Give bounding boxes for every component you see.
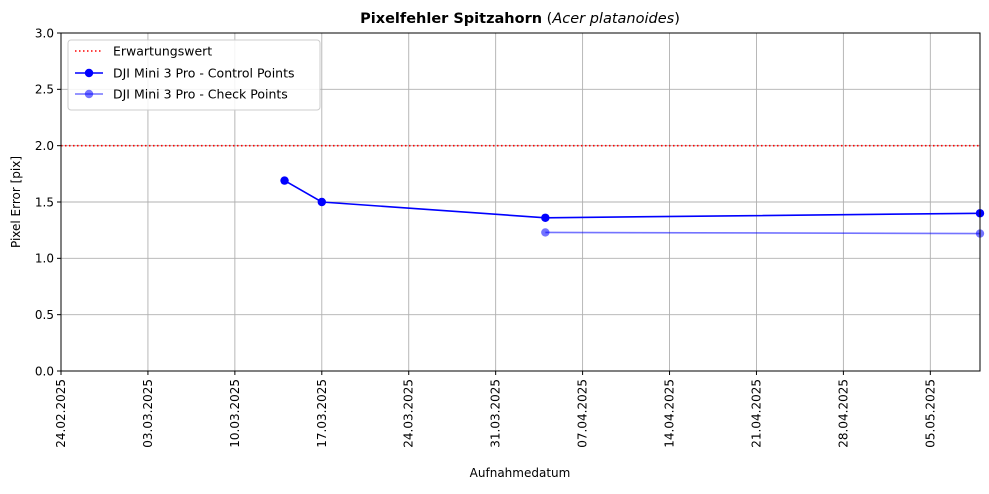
y-tick-label: 1.0 [35,252,54,266]
x-axis-ticks: 24.02.2025 03.03.2025 10.03.2025 17.03.2025… [54,371,937,448]
chart-title-species: Acer platanoides [551,11,674,27]
series-1 [541,228,985,238]
x-tick-label: 07.04.2025 [576,379,590,448]
y-tick-label: 2.0 [35,139,54,153]
series-group [280,176,985,238]
legend: Erwartungswert DJI Mini 3 Pro - Control … [67,39,321,111]
y-tick-label: 1.5 [35,195,54,209]
series-line [545,231,981,235]
legend-label-check: DJI Mini 3 Pro - Check Points [113,87,288,102]
chart-title-paren-open: ( [542,11,552,27]
legend-marker-control [84,68,94,78]
chart-title-main: Pixelfehler Spitzahorn [360,11,542,27]
legend-label-control: DJI Mini 3 Pro - Control Points [113,66,295,81]
legend-label-erwartungswert: Erwartungswert [113,44,212,59]
series-line [284,179,981,219]
legend-marker-check [84,89,94,99]
y-axis-label: Pixel Error [pix] [9,156,23,248]
x-tick-label: 14.04.2025 [663,379,677,448]
x-tick-label: 21.04.2025 [749,379,763,448]
x-tick-label: 24.03.2025 [402,379,416,448]
data-point [280,176,289,185]
y-tick-label: 3.0 [35,26,54,40]
x-tick-label: 17.03.2025 [315,379,329,448]
x-tick-label: 28.04.2025 [836,379,850,448]
y-axis-ticks: 0.0 0.5 1.0 1.5 2.0 2.5 3.0 [35,26,61,378]
legend-box [67,39,321,111]
y-tick-label: 2.5 [35,83,54,97]
data-point [541,213,550,222]
x-tick-label: 24.02.2025 [54,379,68,448]
chart-title: Pixelfehler Spitzahorn (Acer platanoides… [360,11,680,27]
y-tick-label: 0.5 [35,308,54,322]
x-tick-label: 05.05.2025 [923,379,937,448]
series-0 [280,176,985,222]
x-axis-label: Aufnahmedatum [470,466,571,480]
x-tick-label: 31.03.2025 [489,379,503,448]
x-tick-label: 10.03.2025 [228,379,242,448]
x-tick-label: 03.03.2025 [141,379,155,448]
data-point [317,197,326,207]
y-tick-label: 0.0 [35,364,54,378]
chart-title-paren-close: ) [674,11,680,27]
data-point [541,228,550,237]
